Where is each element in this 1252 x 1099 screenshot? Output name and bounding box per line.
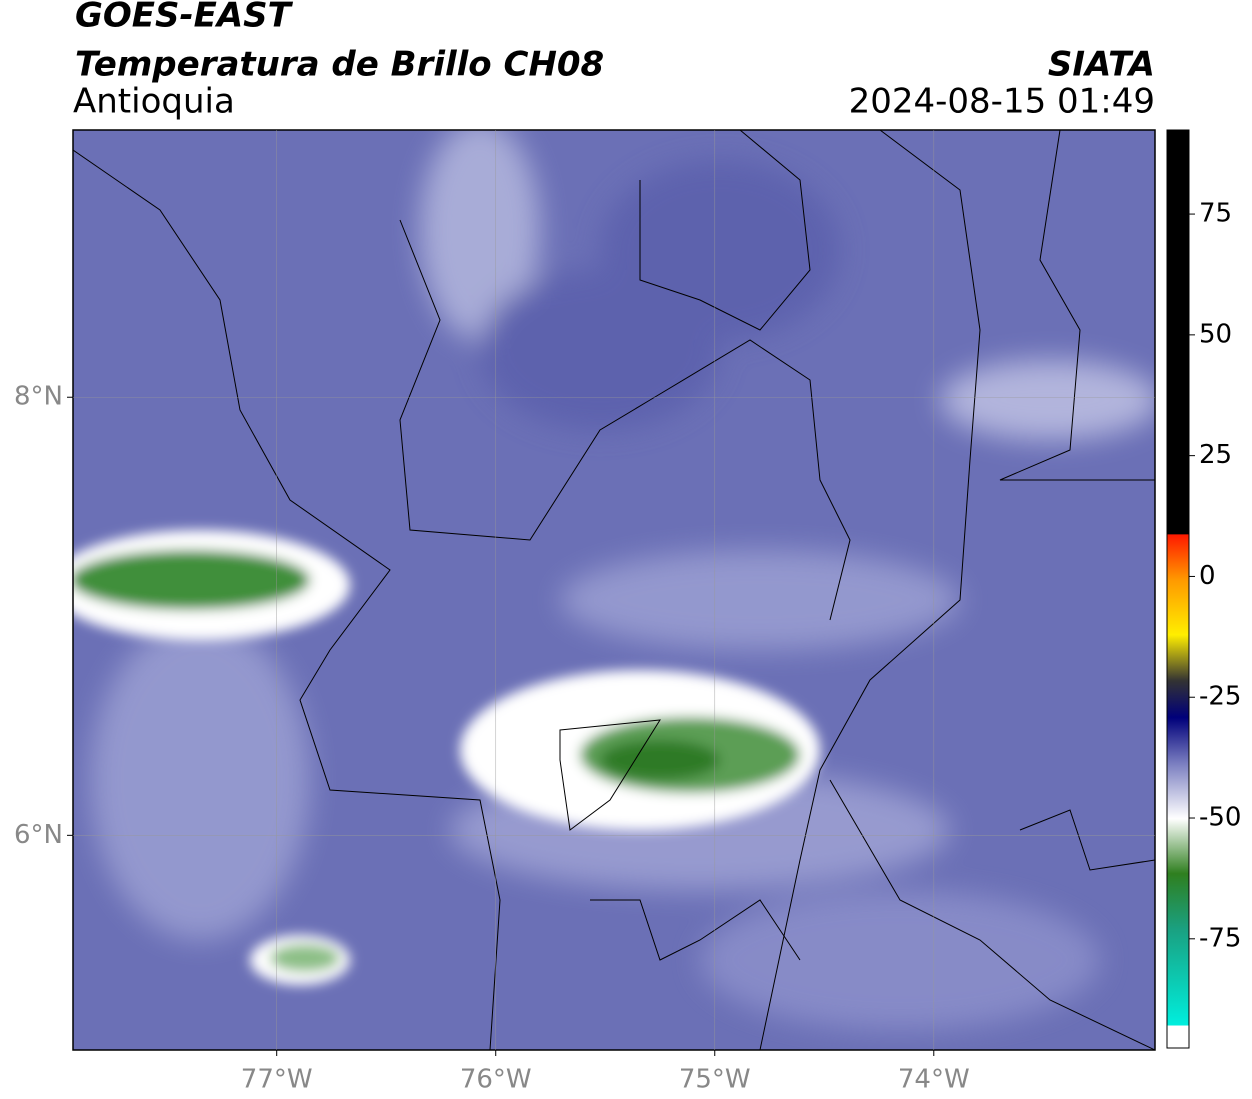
map-frame (72, 129, 1156, 1051)
y-tick-label: 8°N (14, 382, 63, 412)
region: Antioquia (73, 82, 235, 122)
colorbar-tick-label: 50 (1199, 319, 1232, 349)
colorbar-tick-label: -75 (1199, 923, 1241, 953)
datetime: 2024-08-15 01:49 (849, 82, 1155, 122)
colorbar-tick-label: -50 (1199, 803, 1241, 833)
subtitle: Temperatura de Brillo CH08 (75, 45, 604, 85)
colorbar-tick-label: -25 (1199, 682, 1241, 712)
y-tick-label: 6°N (14, 820, 63, 850)
colorbar-tick-label: 0 (1199, 561, 1216, 591)
colorbar-tick-label: 25 (1199, 440, 1232, 470)
title: GOES-EAST (75, 0, 294, 36)
colorbar-tick-label: 75 (1199, 199, 1232, 229)
source: SIATA (1048, 45, 1155, 85)
x-tick-label: 76°W (460, 1065, 532, 1095)
x-tick-label: 77°W (241, 1065, 313, 1095)
map-image (73, 130, 1155, 1050)
colorbar (1166, 129, 1190, 1049)
x-tick-label: 74°W (898, 1065, 970, 1095)
x-tick-label: 75°W (679, 1065, 751, 1095)
